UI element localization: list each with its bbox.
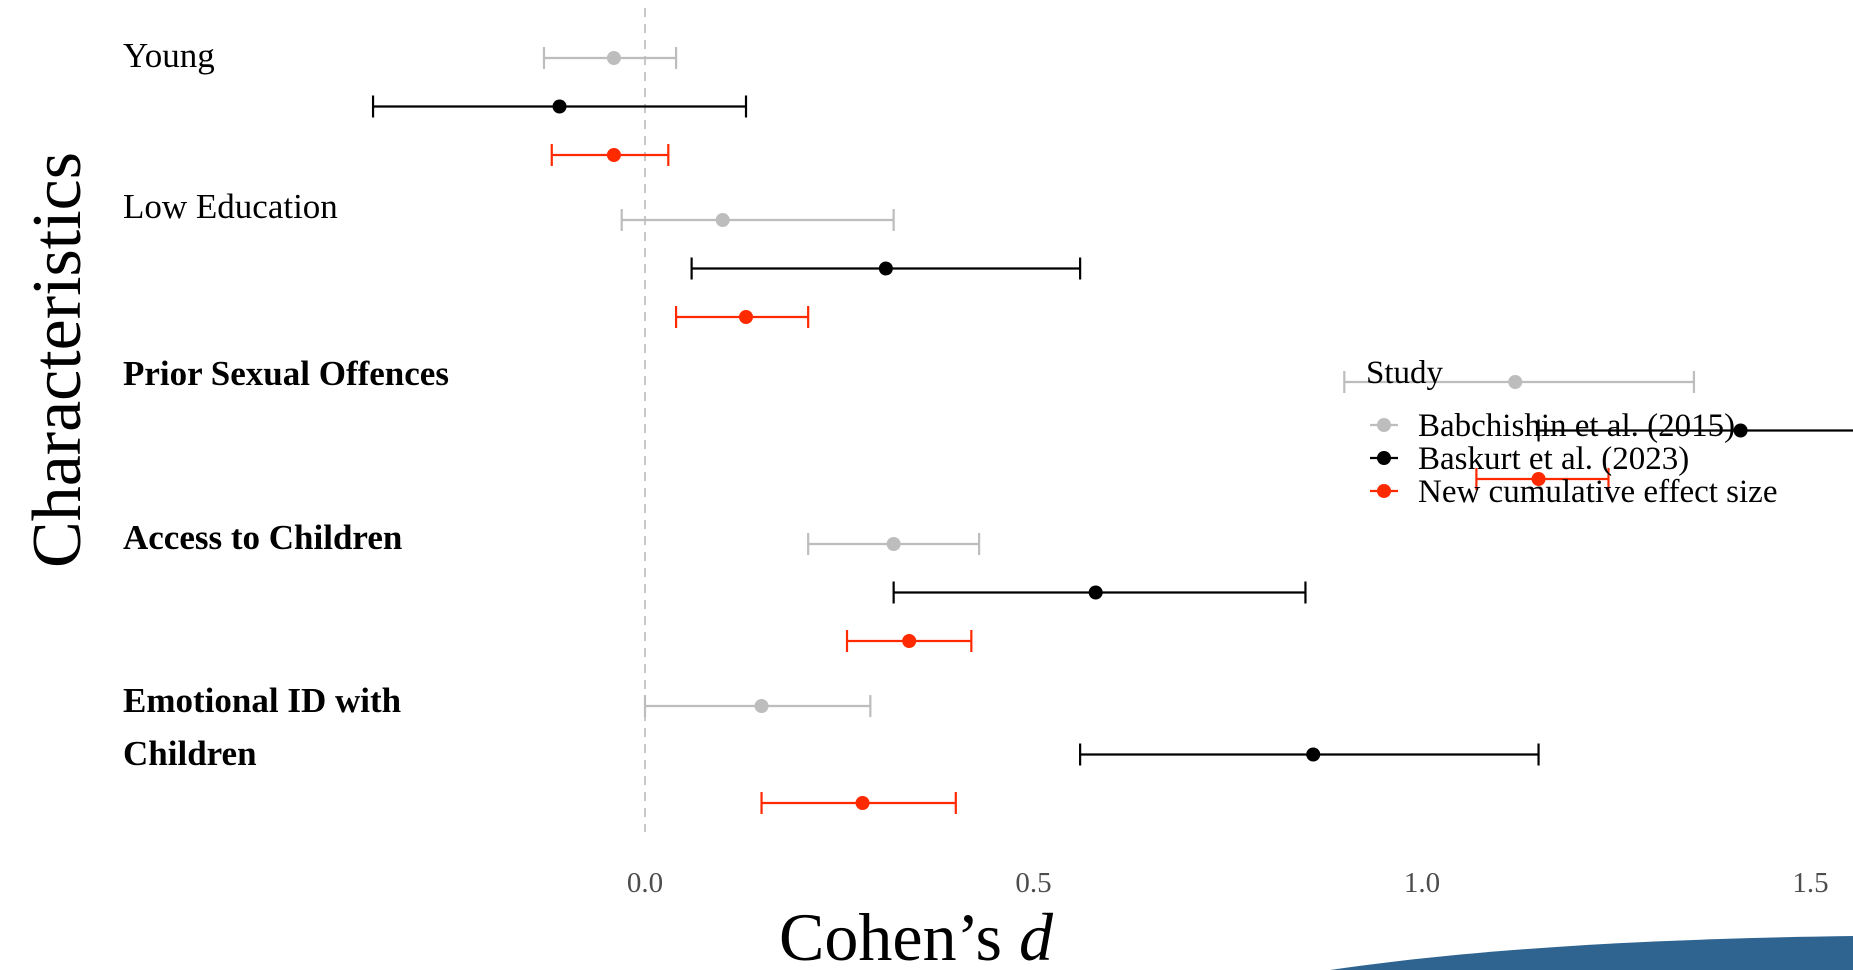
- legend-entry-label: Baskurt et al. (2023): [1418, 441, 1689, 477]
- effect-size-point: [607, 51, 621, 65]
- legend-key-dot: [1377, 484, 1391, 498]
- x-tick-label: 0.5: [1015, 867, 1051, 899]
- effect-size-point: [887, 537, 901, 551]
- y-axis-title: Characteristics: [19, 152, 96, 568]
- effect-size-point: [902, 634, 916, 648]
- category-label: Young: [123, 36, 215, 75]
- effect-size-point: [856, 796, 870, 810]
- category-labels: Young Low Education Prior Sexual Offences A…: [123, 36, 449, 773]
- effect-size-point: [607, 148, 621, 162]
- x-axis-title-main: Cohen’s: [779, 899, 1019, 970]
- legend-entry-label: Babchishin et al. (2015): [1418, 408, 1735, 444]
- category-label: Prior Sexual Offences: [123, 354, 449, 393]
- category-label-line: Emotional ID with: [123, 681, 401, 720]
- legend-title: Study: [1366, 355, 1444, 391]
- effect-size-point: [755, 699, 769, 713]
- effect-size-point: [716, 213, 730, 227]
- footer-decoration: [1330, 936, 1853, 970]
- effect-size-point: [1734, 424, 1748, 438]
- category-label: Access to Children: [123, 518, 402, 557]
- x-tick-label: 1.0: [1404, 867, 1440, 899]
- x-axis-title: Cohen’s d: [779, 899, 1054, 970]
- x-axis-title-italic: d: [1019, 899, 1054, 970]
- effect-size-point: [1089, 586, 1103, 600]
- effect-size-point: [739, 310, 753, 324]
- x-axis-ticks: 0.0 0.5 1.0 1.5: [627, 867, 1829, 899]
- legend-key-dot: [1377, 451, 1391, 465]
- legend-entries: Babchishin et al. (2015)Baskurt et al. (…: [1370, 408, 1777, 510]
- legend-entry-label: New cumulative effect size: [1418, 474, 1777, 510]
- x-tick-label: 0.0: [627, 867, 663, 899]
- effect-size-point: [1306, 748, 1320, 762]
- effect-size-point: [553, 100, 567, 114]
- x-tick-label: 1.5: [1792, 867, 1828, 899]
- effect-size-point: [1508, 375, 1522, 389]
- category-label-line: Children: [123, 734, 257, 773]
- legend-key-dot: [1377, 418, 1391, 432]
- legend: Study Babchishin et al. (2015)Baskurt et…: [1366, 355, 1777, 510]
- series-group: [544, 47, 1694, 717]
- category-label: Low Education: [123, 187, 338, 226]
- effect-size-point: [879, 262, 893, 276]
